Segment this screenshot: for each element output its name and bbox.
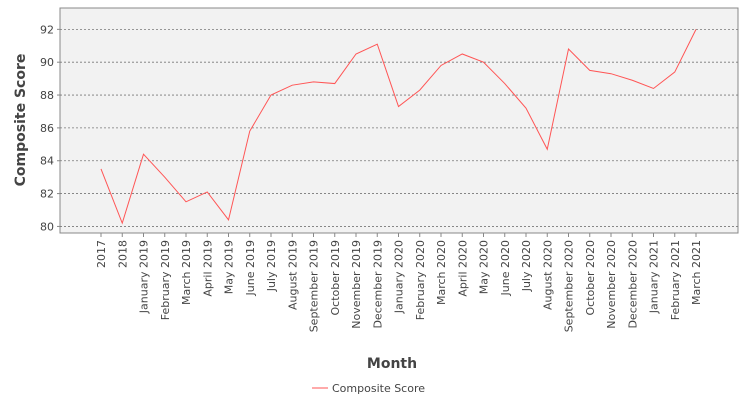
y-axis-title: Composite Score (13, 54, 29, 187)
x-tick-label: March 2019 (180, 240, 193, 305)
x-tick-label: October 2020 (584, 240, 597, 316)
x-tick-label: September 2019 (308, 240, 321, 332)
x-tick-label: May 2019 (223, 240, 236, 294)
plot-area (59, 7, 739, 234)
y-tick-label: 90 (40, 56, 54, 69)
legend-label: Composite Score (332, 382, 425, 395)
x-tick-label: February 2019 (159, 240, 172, 320)
x-tick-label: August 2020 (541, 240, 554, 310)
y-tick-label: 86 (40, 122, 54, 135)
y-tick-label: 88 (40, 89, 54, 102)
series-line (100, 29, 697, 225)
x-tick-label: January 2021 (648, 240, 661, 314)
x-tick-label: June 2019 (244, 240, 257, 296)
x-tick-label: July 2019 (265, 240, 278, 292)
x-tick-label: November 2019 (350, 240, 363, 329)
x-tick-label: March 2020 (435, 240, 448, 305)
y-tick-label: 80 (40, 220, 54, 233)
x-axis-title: Month (367, 356, 417, 372)
x-tick-label: September 2020 (563, 240, 576, 332)
y-tick-label: 82 (40, 188, 54, 201)
x-tick-label: November 2020 (605, 240, 618, 329)
x-tick-label: April 2019 (201, 240, 214, 297)
x-tick-label: June 2020 (499, 240, 512, 296)
x-tick-label: August 2019 (286, 240, 299, 310)
x-tick-label: January 2019 (138, 240, 151, 314)
x-tick-label: 2018 (116, 240, 129, 268)
x-tick-label: January 2020 (393, 240, 406, 314)
x-tick-label: 2017 (95, 240, 108, 268)
y-tick-label: 84 (40, 155, 54, 168)
y-tick-label: 92 (40, 23, 54, 36)
x-tick-label: February 2020 (414, 240, 427, 320)
x-tick-label: October 2019 (329, 240, 342, 316)
x-tick-label: February 2021 (669, 240, 682, 320)
x-tick-label: December 2020 (626, 240, 639, 329)
x-tick-label: May 2020 (478, 240, 491, 294)
x-tick-label: July 2020 (520, 240, 533, 292)
x-tick-label: December 2019 (371, 240, 384, 329)
x-tick-label: March 2021 (690, 240, 703, 305)
x-tick-label: April 2020 (456, 240, 469, 297)
